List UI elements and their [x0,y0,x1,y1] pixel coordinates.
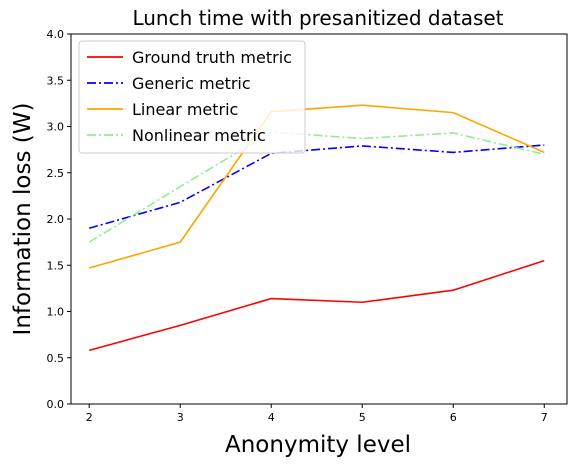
legend-label-2: Generic metric [132,74,251,93]
x-axis: 2 3 4 5 6 7 [86,404,548,424]
y-tick-label: 0.5 [47,352,65,365]
y-tick-label: 3.5 [47,74,65,87]
x-tick-label: 3 [177,411,184,424]
legend-label-1: Ground truth metric [132,48,292,67]
y-axis: 0.0 0.5 1.0 1.5 2.0 2.5 3.0 3.5 4.0 [47,28,71,411]
y-tick-label: 2.5 [47,167,65,180]
x-tick-label: 4 [268,411,275,424]
legend-label-3: Linear metric [132,100,238,119]
legend-label-4: Nonlinear metric [132,126,266,145]
x-axis-label: Anonymity level [225,432,411,458]
series-lines [88,104,545,352]
x-tick-label: 5 [359,411,366,424]
series-line-3 [88,104,545,269]
y-tick-label: 2.0 [47,213,65,226]
legend: Ground truth metric Generic metric Linear … [78,40,306,154]
series-line-2 [88,144,545,230]
series-line-4 [88,131,545,243]
y-tick-label: 0.0 [47,398,65,411]
legend-box [78,40,306,154]
series-line-1 [88,259,545,352]
y-tick-label: 4.0 [47,28,65,41]
x-tick-label: 7 [541,411,548,424]
y-tick-label: 1.0 [47,306,65,319]
chart-title: Lunch time with presanitized dataset [132,6,503,30]
y-tick-label: 1.5 [47,259,65,272]
x-tick-label: 6 [450,411,457,424]
x-tick-label: 2 [86,411,93,424]
y-axis-label: Information loss (W) [10,103,36,336]
y-tick-label: 3.0 [47,121,65,134]
